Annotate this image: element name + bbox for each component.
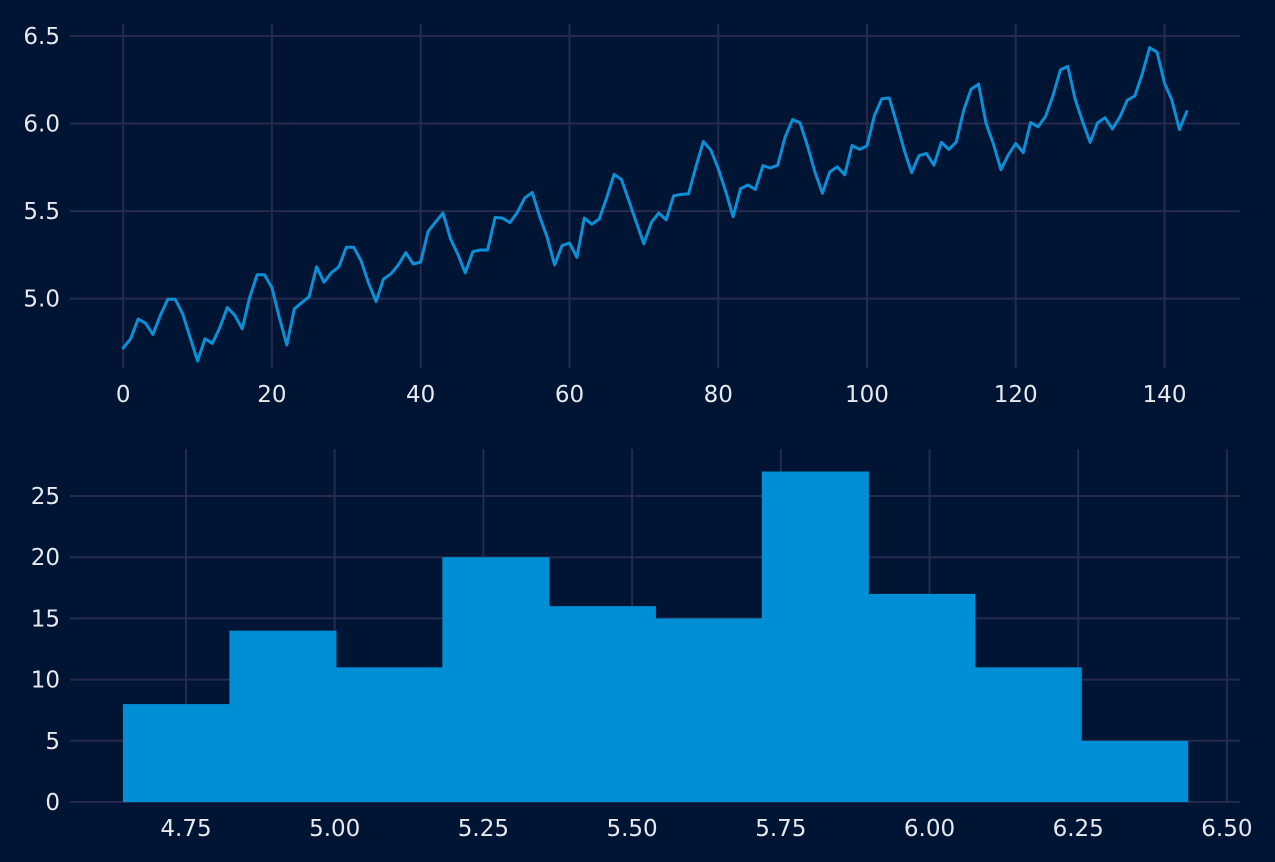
histogram-bar [761,471,869,802]
histogram-bar [442,557,550,802]
histogram-bar [655,618,763,802]
line-chart-y-tick-label: 6.0 [23,112,60,138]
histogram-bar [548,606,656,802]
line-chart-x-tick-label: 60 [555,382,584,408]
line-chart-x-tick-label: 120 [994,382,1038,408]
histogram-chart: 4.75 5.00 5.25 5.50 5.75 6.00 6.25 6.50 0 5 10 15 20… [31,449,1253,842]
line-chart-x-tick-label: 40 [406,382,435,408]
histogram-bar [335,667,443,802]
histogram-bar [974,667,1082,802]
histogram-bars [122,471,1189,802]
histogram-bar [1081,740,1189,802]
histogram-x-tick-label: 5.75 [755,816,806,842]
line-chart-x-tick-label: 80 [704,382,733,408]
histogram-y-tick-label: 25 [31,484,60,510]
histogram-x-tick-label: 5.50 [606,816,657,842]
histogram-y-tick-label: 10 [31,668,60,694]
line-chart-grid [70,24,1240,368]
line-chart-x-tick-label: 140 [1143,382,1187,408]
histogram-x-tick-label: 6.00 [904,816,955,842]
histogram-y-tick-label: 5 [45,729,60,755]
line-chart: 0 20 40 60 80 100 120 140 5.0 5.5 6.0 6.5 [23,24,1240,408]
histogram-y-tick-label: 15 [31,606,60,632]
histogram-bar [229,630,337,802]
histogram-x-tick-label: 6.50 [1201,816,1252,842]
histogram-x-tick-label: 4.75 [160,816,211,842]
series-line [121,46,1189,363]
histogram-bar [122,704,231,802]
histogram-bar [868,593,976,802]
histogram-y-tick-label: 20 [31,545,60,571]
histogram-x-tick-label: 6.25 [1053,816,1104,842]
line-chart-x-tick-label: 0 [116,382,131,408]
line-chart-x-tick-label: 100 [845,382,889,408]
histogram-x-tick-label: 5.00 [309,816,360,842]
line-chart-y-tick-label: 6.5 [23,24,60,50]
line-chart-y-tick-label: 5.0 [23,287,60,313]
histogram-y-tick-label: 0 [45,790,60,816]
histogram-x-tick-label: 5.25 [458,816,509,842]
line-chart-x-tick-label: 20 [257,382,286,408]
line-chart-y-tick-label: 5.5 [23,199,60,225]
